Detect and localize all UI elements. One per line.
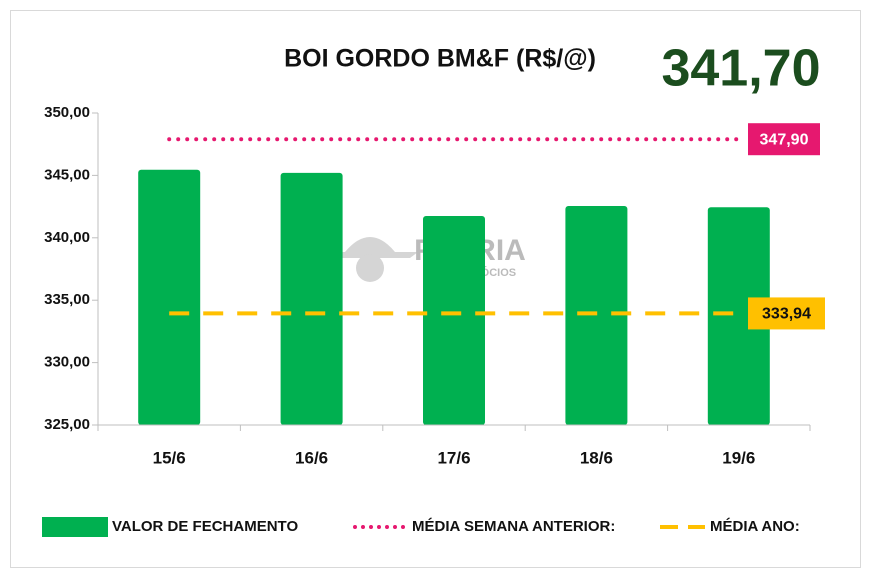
legend-swatch (42, 517, 108, 537)
x-tick-label: 18/6 (580, 448, 613, 467)
bar (280, 172, 343, 425)
y-tick-label: 330,00 (44, 354, 90, 371)
reference-label-box (748, 123, 820, 156)
bar (138, 169, 201, 425)
reference-label: 333,94 (762, 306, 811, 323)
x-tick-label: 15/6 (153, 448, 186, 467)
legend-label: VALOR DE FECHAMENTO (112, 518, 298, 535)
y-tick-label: 335,00 (44, 291, 90, 308)
y-tick-label: 325,00 (44, 416, 90, 433)
watermark (322, 237, 418, 282)
chart-title: BOI GORDO BM&F (R$/@) (284, 45, 596, 73)
bar (565, 205, 628, 425)
y-tick-label: 340,00 (44, 229, 90, 246)
x-tick-label: 19/6 (722, 448, 755, 467)
watermark-hat (322, 237, 418, 258)
reference-label: 347,90 (760, 131, 809, 148)
y-tick-label: 350,00 (44, 104, 90, 121)
legend-label: MÉDIA ANO: (710, 518, 800, 535)
headline-value: 341,70 (661, 40, 820, 98)
y-tick-label: 345,00 (44, 166, 90, 183)
reference-label-box (748, 297, 825, 330)
x-tick-label: 16/6 (295, 448, 328, 467)
bar (707, 207, 770, 425)
legend-label: MÉDIA SEMANA ANTERIOR: (412, 518, 615, 535)
x-tick-label: 17/6 (437, 448, 470, 467)
watermark-face (356, 254, 384, 282)
bar (423, 215, 485, 425)
